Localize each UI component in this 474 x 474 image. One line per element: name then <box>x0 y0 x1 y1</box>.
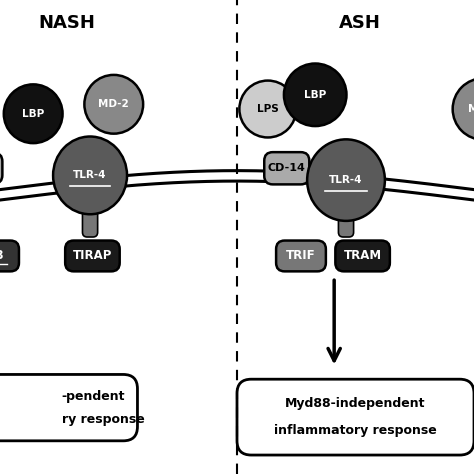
FancyBboxPatch shape <box>0 374 137 441</box>
Text: Myd88-independent: Myd88-independent <box>285 397 426 410</box>
Text: -pendent: -pendent <box>62 390 125 403</box>
Text: ry response: ry response <box>62 412 145 426</box>
FancyBboxPatch shape <box>276 241 326 271</box>
Text: LPS: LPS <box>257 104 279 114</box>
Ellipse shape <box>239 81 296 137</box>
FancyBboxPatch shape <box>338 193 354 237</box>
Ellipse shape <box>307 139 385 221</box>
Text: inflammatory response: inflammatory response <box>274 424 437 437</box>
Text: CD-14: CD-14 <box>268 163 306 173</box>
Text: ASH: ASH <box>339 14 381 32</box>
FancyBboxPatch shape <box>0 241 19 271</box>
Text: TRIF: TRIF <box>286 249 316 263</box>
FancyBboxPatch shape <box>0 153 2 183</box>
FancyBboxPatch shape <box>264 152 309 184</box>
Text: TIRAP: TIRAP <box>73 249 112 263</box>
Text: MD-2: MD-2 <box>99 99 129 109</box>
Text: TLR-4: TLR-4 <box>329 175 363 185</box>
Text: MD-2: MD-2 <box>468 104 474 114</box>
Text: TLR-4: TLR-4 <box>73 170 107 181</box>
FancyBboxPatch shape <box>336 241 390 271</box>
Ellipse shape <box>453 78 474 140</box>
Ellipse shape <box>84 75 143 134</box>
Ellipse shape <box>284 64 346 126</box>
Ellipse shape <box>53 137 127 214</box>
FancyBboxPatch shape <box>65 241 119 271</box>
Text: LBP: LBP <box>22 109 44 119</box>
FancyBboxPatch shape <box>237 379 474 455</box>
FancyBboxPatch shape <box>82 194 98 237</box>
Ellipse shape <box>4 84 63 143</box>
Text: LBP: LBP <box>304 90 326 100</box>
Text: 88: 88 <box>0 249 3 263</box>
Text: NASH: NASH <box>38 14 95 32</box>
Text: TRAM: TRAM <box>344 249 382 263</box>
